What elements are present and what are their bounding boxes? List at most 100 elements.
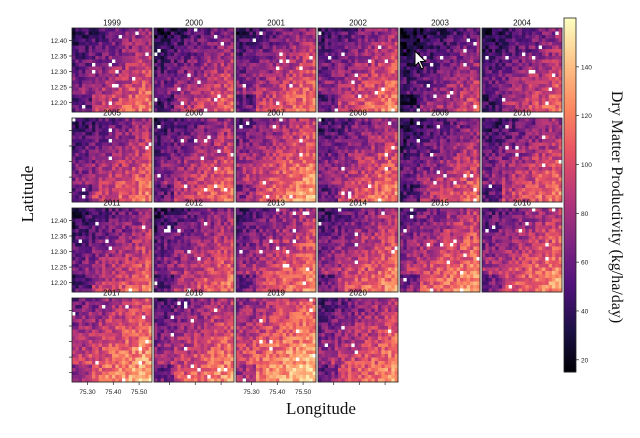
heat-cell	[157, 56, 162, 60]
heat-cell	[145, 63, 150, 67]
heat-cell	[505, 87, 510, 92]
heat-cell	[122, 135, 126, 140]
heat-cell	[200, 91, 205, 95]
heat-cell	[210, 80, 215, 85]
heat-cell	[423, 101, 428, 106]
heat-cell	[239, 146, 244, 150]
heat-cell	[252, 121, 257, 126]
heat-cell	[430, 94, 434, 99]
heat-cell	[160, 198, 165, 203]
heat-cell	[75, 52, 80, 57]
heat-cell	[145, 28, 150, 32]
heat-cell	[148, 70, 153, 74]
heat-cell	[239, 153, 244, 157]
heat-cell	[164, 49, 168, 53]
heat-cell	[148, 63, 153, 67]
heat-cell	[502, 31, 506, 36]
heat-cell	[249, 153, 254, 157]
heat-cell	[446, 56, 451, 60]
heat-cell	[177, 177, 182, 182]
heat-cell	[443, 59, 448, 64]
heat-cell	[381, 45, 386, 50]
heat-cell	[82, 35, 86, 39]
heat-cell	[170, 181, 175, 185]
heat-cell	[522, 49, 526, 53]
heat-cell	[190, 66, 195, 71]
heat-cell	[296, 70, 300, 74]
heat-cell	[450, 80, 454, 85]
heat-cell	[227, 105, 232, 109]
heat-cell	[394, 91, 399, 95]
heat-cell	[374, 101, 379, 106]
heat-cell	[299, 105, 304, 109]
heat-cell	[358, 94, 362, 99]
heat-cell	[82, 146, 86, 150]
heat-cell	[85, 87, 90, 92]
heat-cell	[403, 28, 408, 32]
heat-cell	[95, 45, 100, 50]
heat-cell	[548, 59, 553, 64]
heat-cell	[242, 63, 247, 67]
heat-cell	[535, 31, 540, 36]
heat-cell	[217, 135, 222, 140]
heat-cell	[309, 118, 314, 122]
heat-cell	[473, 91, 478, 95]
heat-cell	[112, 70, 116, 74]
heat-cell	[88, 28, 93, 32]
heat-cell	[548, 105, 553, 109]
heat-cell	[249, 146, 254, 150]
heat-cell	[466, 101, 471, 106]
heat-cell	[324, 70, 329, 74]
heat-cell	[142, 191, 146, 196]
heat-cell	[200, 160, 205, 164]
heat-cell	[348, 59, 352, 64]
heat-cell	[348, 45, 352, 50]
heat-cell	[194, 139, 198, 143]
heat-cell	[528, 105, 533, 109]
heat-cell	[344, 31, 349, 36]
heat-cell	[545, 108, 550, 113]
heat-cell	[391, 108, 396, 113]
heat-cell	[142, 28, 146, 32]
heat-cell	[364, 94, 369, 99]
heat-cell	[157, 59, 162, 64]
heat-cell	[95, 121, 100, 126]
heat-cell	[157, 160, 162, 164]
heat-cell	[138, 98, 143, 102]
heat-cell	[210, 77, 215, 81]
heat-cell	[515, 98, 520, 102]
heat-cell	[502, 73, 506, 78]
heat-cell	[532, 108, 536, 113]
heat-cell	[351, 56, 356, 60]
heat-cell	[105, 125, 110, 129]
heat-cell	[92, 149, 96, 154]
heat-cell	[542, 56, 546, 60]
heat-cell	[95, 98, 100, 102]
heat-cell	[354, 94, 359, 99]
heat-cell	[286, 45, 290, 50]
heat-cell	[269, 42, 274, 46]
heat-cell	[368, 98, 372, 102]
heat-cell	[282, 84, 287, 88]
heat-cell	[470, 66, 474, 71]
heat-cell	[505, 31, 510, 36]
heat-cell	[420, 101, 424, 106]
heat-cell	[227, 59, 232, 64]
heat-cell	[190, 191, 195, 196]
heat-cell	[309, 146, 314, 150]
heat-cell	[187, 128, 192, 133]
heat-cell	[214, 184, 218, 189]
heat-cell	[403, 94, 408, 99]
heat-cell	[344, 105, 349, 109]
heat-cell	[242, 125, 247, 129]
heat-cell	[324, 84, 329, 88]
heat-cell	[164, 146, 168, 150]
heat-cell	[453, 45, 458, 50]
heat-cell	[249, 139, 254, 143]
heat-cell	[177, 66, 182, 71]
heat-cell	[138, 188, 143, 192]
heat-cell	[95, 87, 100, 92]
heat-cell	[558, 66, 563, 71]
heat-cell	[204, 49, 208, 53]
heat-cell	[450, 91, 454, 95]
